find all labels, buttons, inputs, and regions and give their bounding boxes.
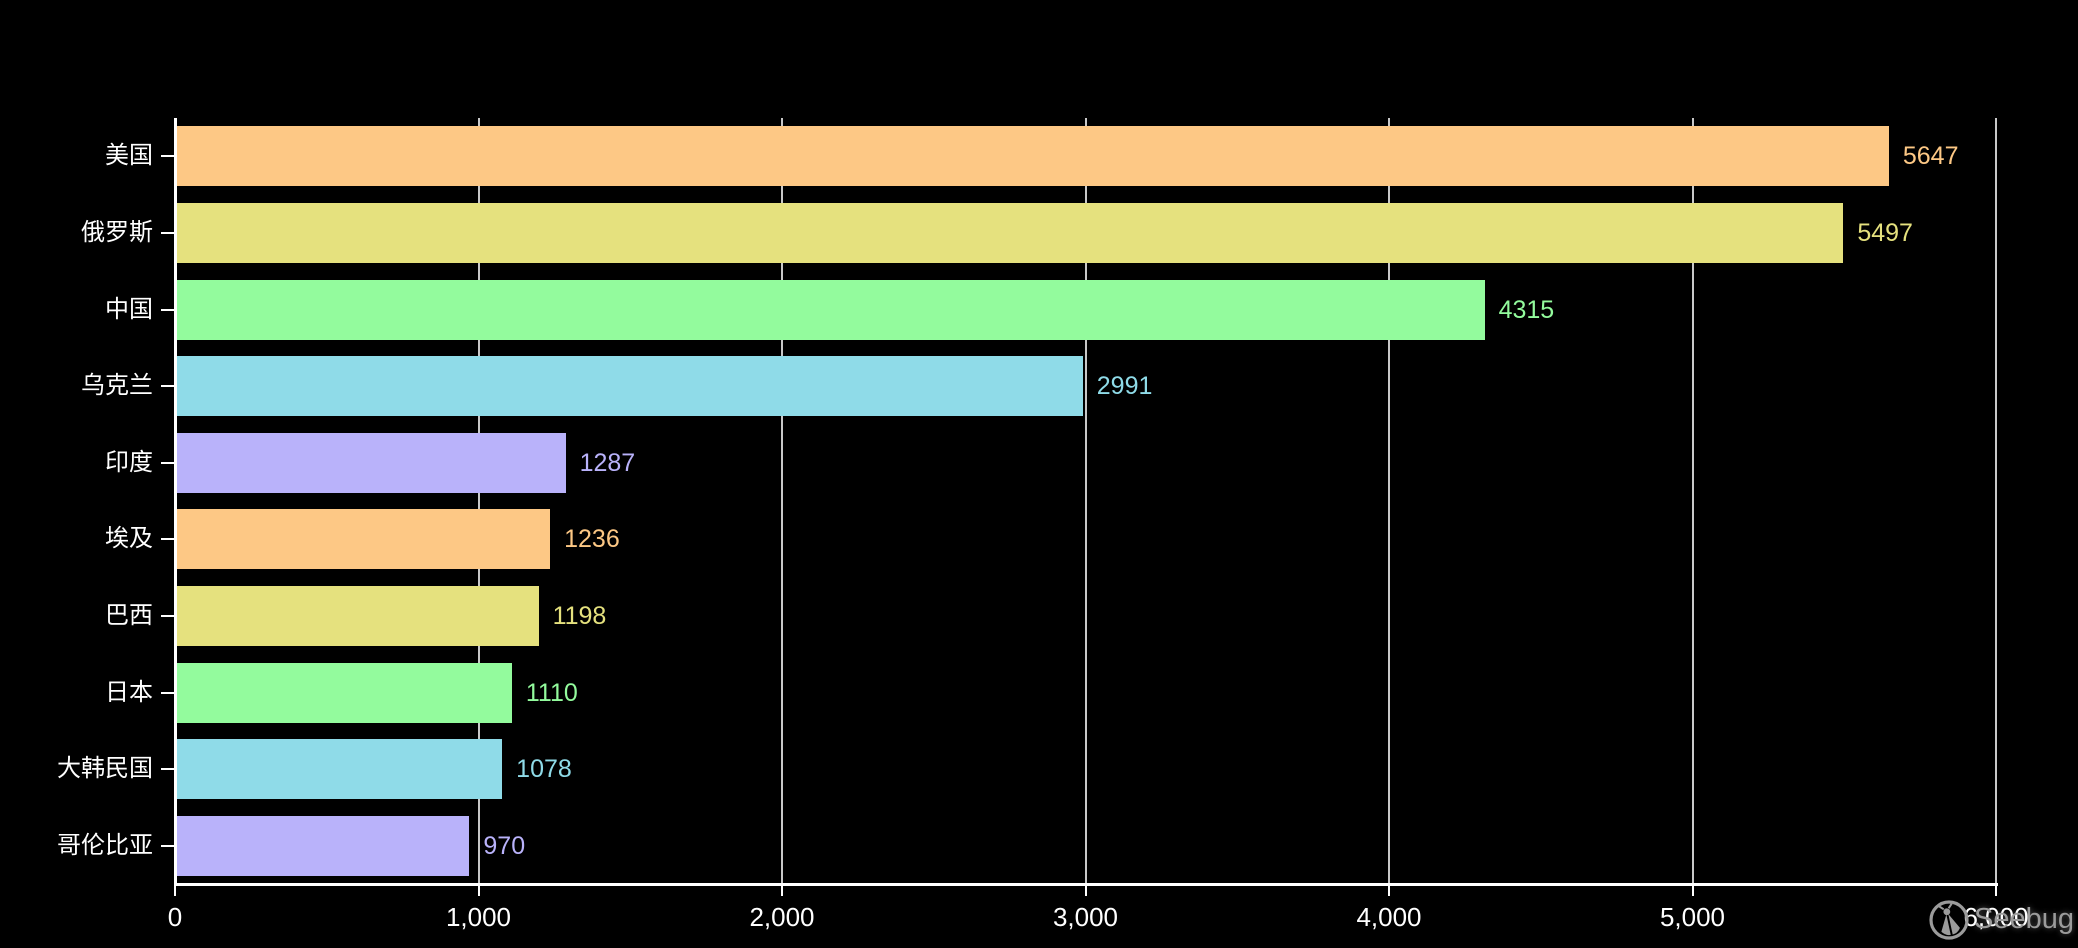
gridline-x-2000 [781,118,783,884]
value-label-日本: 1110 [525,678,578,707]
category-label-印度: 印度 [105,448,153,476]
y-axis-tick-美国 [161,155,174,158]
x-axis-label-0: 0 [167,902,183,932]
value-label-印度: 1287 [579,448,636,477]
x-axis-label-1000: 1,000 [445,902,512,932]
gridline-x-5000 [1691,118,1694,884]
value-label-哥伦比亚: 970 [483,831,526,860]
x-axis-label-2000: 2,000 [749,902,815,932]
y-axis-tick-哥伦比亚 [161,844,174,847]
category-label-巴西: 巴西 [105,601,153,629]
seebug-watermark: Seebug [1928,896,2074,942]
bar-美国[interactable] [177,126,1889,187]
y-axis-tick-埃及 [161,538,174,541]
ladybug-icon [1929,900,1969,940]
bar-俄罗斯[interactable] [177,202,1844,263]
gridline-x-6000 [1995,118,1997,884]
bar-乌克兰[interactable] [177,356,1083,417]
seebug-watermark-text: Seebug [1974,902,2074,935]
y-axis-line [174,118,177,886]
value-label-大韩民国: 1078 [516,755,572,784]
bar-日本[interactable] [177,662,512,723]
gridline-x-1000 [477,118,480,884]
bar-大韩民国[interactable] [177,739,503,800]
category-label-中国: 中国 [105,295,153,323]
x-axis-label-4000: 4,000 [1356,902,1422,932]
category-label-哥伦比亚: 哥伦比亚 [57,831,153,859]
x-axis-tick-1000 [477,884,480,896]
x-axis-tick-3000 [1084,884,1087,896]
y-axis-tick-大韩民国 [161,768,174,771]
y-axis-tick-俄罗斯 [161,231,174,234]
x-axis-line [174,883,1998,886]
value-label-中国: 4315 [1498,295,1555,324]
x-axis-tick-4000 [1388,884,1390,896]
bar-巴西[interactable] [177,585,539,646]
y-axis-tick-日本 [161,691,174,694]
category-label-日本: 日本 [105,678,153,706]
category-label-乌克兰: 乌克兰 [81,372,153,400]
bar-哥伦比亚[interactable] [177,815,470,876]
value-label-埃及: 1236 [564,525,620,554]
value-label-乌克兰: 2991 [1096,372,1153,401]
category-label-美国: 美国 [105,142,153,170]
category-label-俄罗斯: 俄罗斯 [81,218,153,246]
x-axis-label-6000: 6,000 [1963,902,2029,932]
gridline-x-3000 [1084,118,1087,884]
x-axis-tick-5000 [1691,884,1694,896]
y-axis-tick-印度 [161,461,174,464]
value-label-美国: 5647 [1902,142,1959,171]
gridline-x-4000 [1388,118,1390,884]
category-label-埃及: 埃及 [105,525,153,553]
x-axis-label-5000: 5,000 [1659,902,1726,932]
category-label-大韩民国: 大韩民国 [57,755,153,783]
x-axis-tick-2000 [781,884,783,896]
y-axis-tick-乌克兰 [161,385,174,388]
bar-印度[interactable] [177,432,566,493]
bar-中国[interactable] [177,279,1485,340]
x-axis-tick-0 [174,884,176,896]
bar-埃及[interactable] [177,509,551,570]
y-axis-tick-巴西 [161,614,174,617]
x-axis-label-3000: 3,000 [1052,902,1119,932]
value-label-巴西: 1198 [552,601,607,630]
x-axis-tick-6000 [1995,884,1997,896]
value-label-俄罗斯: 5497 [1857,218,1913,247]
y-axis-tick-中国 [161,308,174,311]
